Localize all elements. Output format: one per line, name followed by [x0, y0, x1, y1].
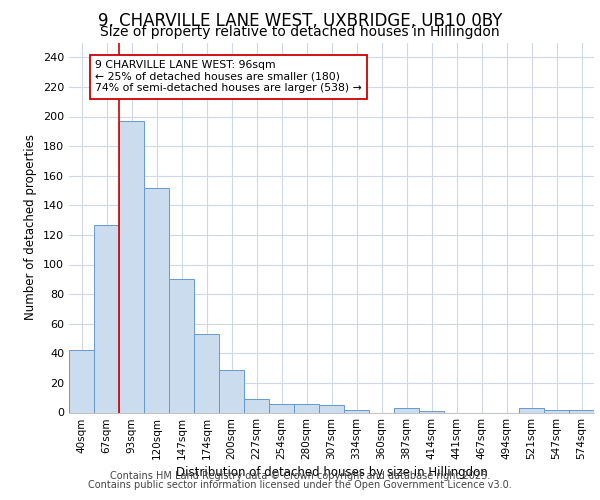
Text: Contains public sector information licensed under the Open Government Licence v3: Contains public sector information licen…	[88, 480, 512, 490]
Bar	[394, 408, 419, 412]
Text: 9 CHARVILLE LANE WEST: 96sqm
← 25% of detached houses are smaller (180)
74% of s: 9 CHARVILLE LANE WEST: 96sqm ← 25% of de…	[95, 60, 362, 94]
Y-axis label: Number of detached properties: Number of detached properties	[25, 134, 37, 320]
Bar	[119, 121, 144, 412]
Bar	[569, 410, 594, 412]
Bar	[94, 224, 119, 412]
Bar	[69, 350, 94, 412]
Bar	[544, 410, 569, 412]
Bar	[344, 410, 369, 412]
Bar	[519, 408, 544, 412]
Bar	[269, 404, 294, 412]
Text: 9, CHARVILLE LANE WEST, UXBRIDGE, UB10 0BY: 9, CHARVILLE LANE WEST, UXBRIDGE, UB10 0…	[98, 12, 502, 30]
X-axis label: Distribution of detached houses by size in Hillingdon: Distribution of detached houses by size …	[176, 466, 487, 479]
Bar	[244, 399, 269, 412]
Text: Size of property relative to detached houses in Hillingdon: Size of property relative to detached ho…	[100, 25, 500, 39]
Bar	[169, 280, 194, 412]
Bar	[219, 370, 244, 412]
Bar	[144, 188, 169, 412]
Bar	[194, 334, 219, 412]
Bar	[294, 404, 319, 412]
Text: Contains HM Land Registry data © Crown copyright and database right 2025.: Contains HM Land Registry data © Crown c…	[110, 471, 490, 481]
Bar	[319, 405, 344, 412]
Bar	[419, 411, 444, 412]
